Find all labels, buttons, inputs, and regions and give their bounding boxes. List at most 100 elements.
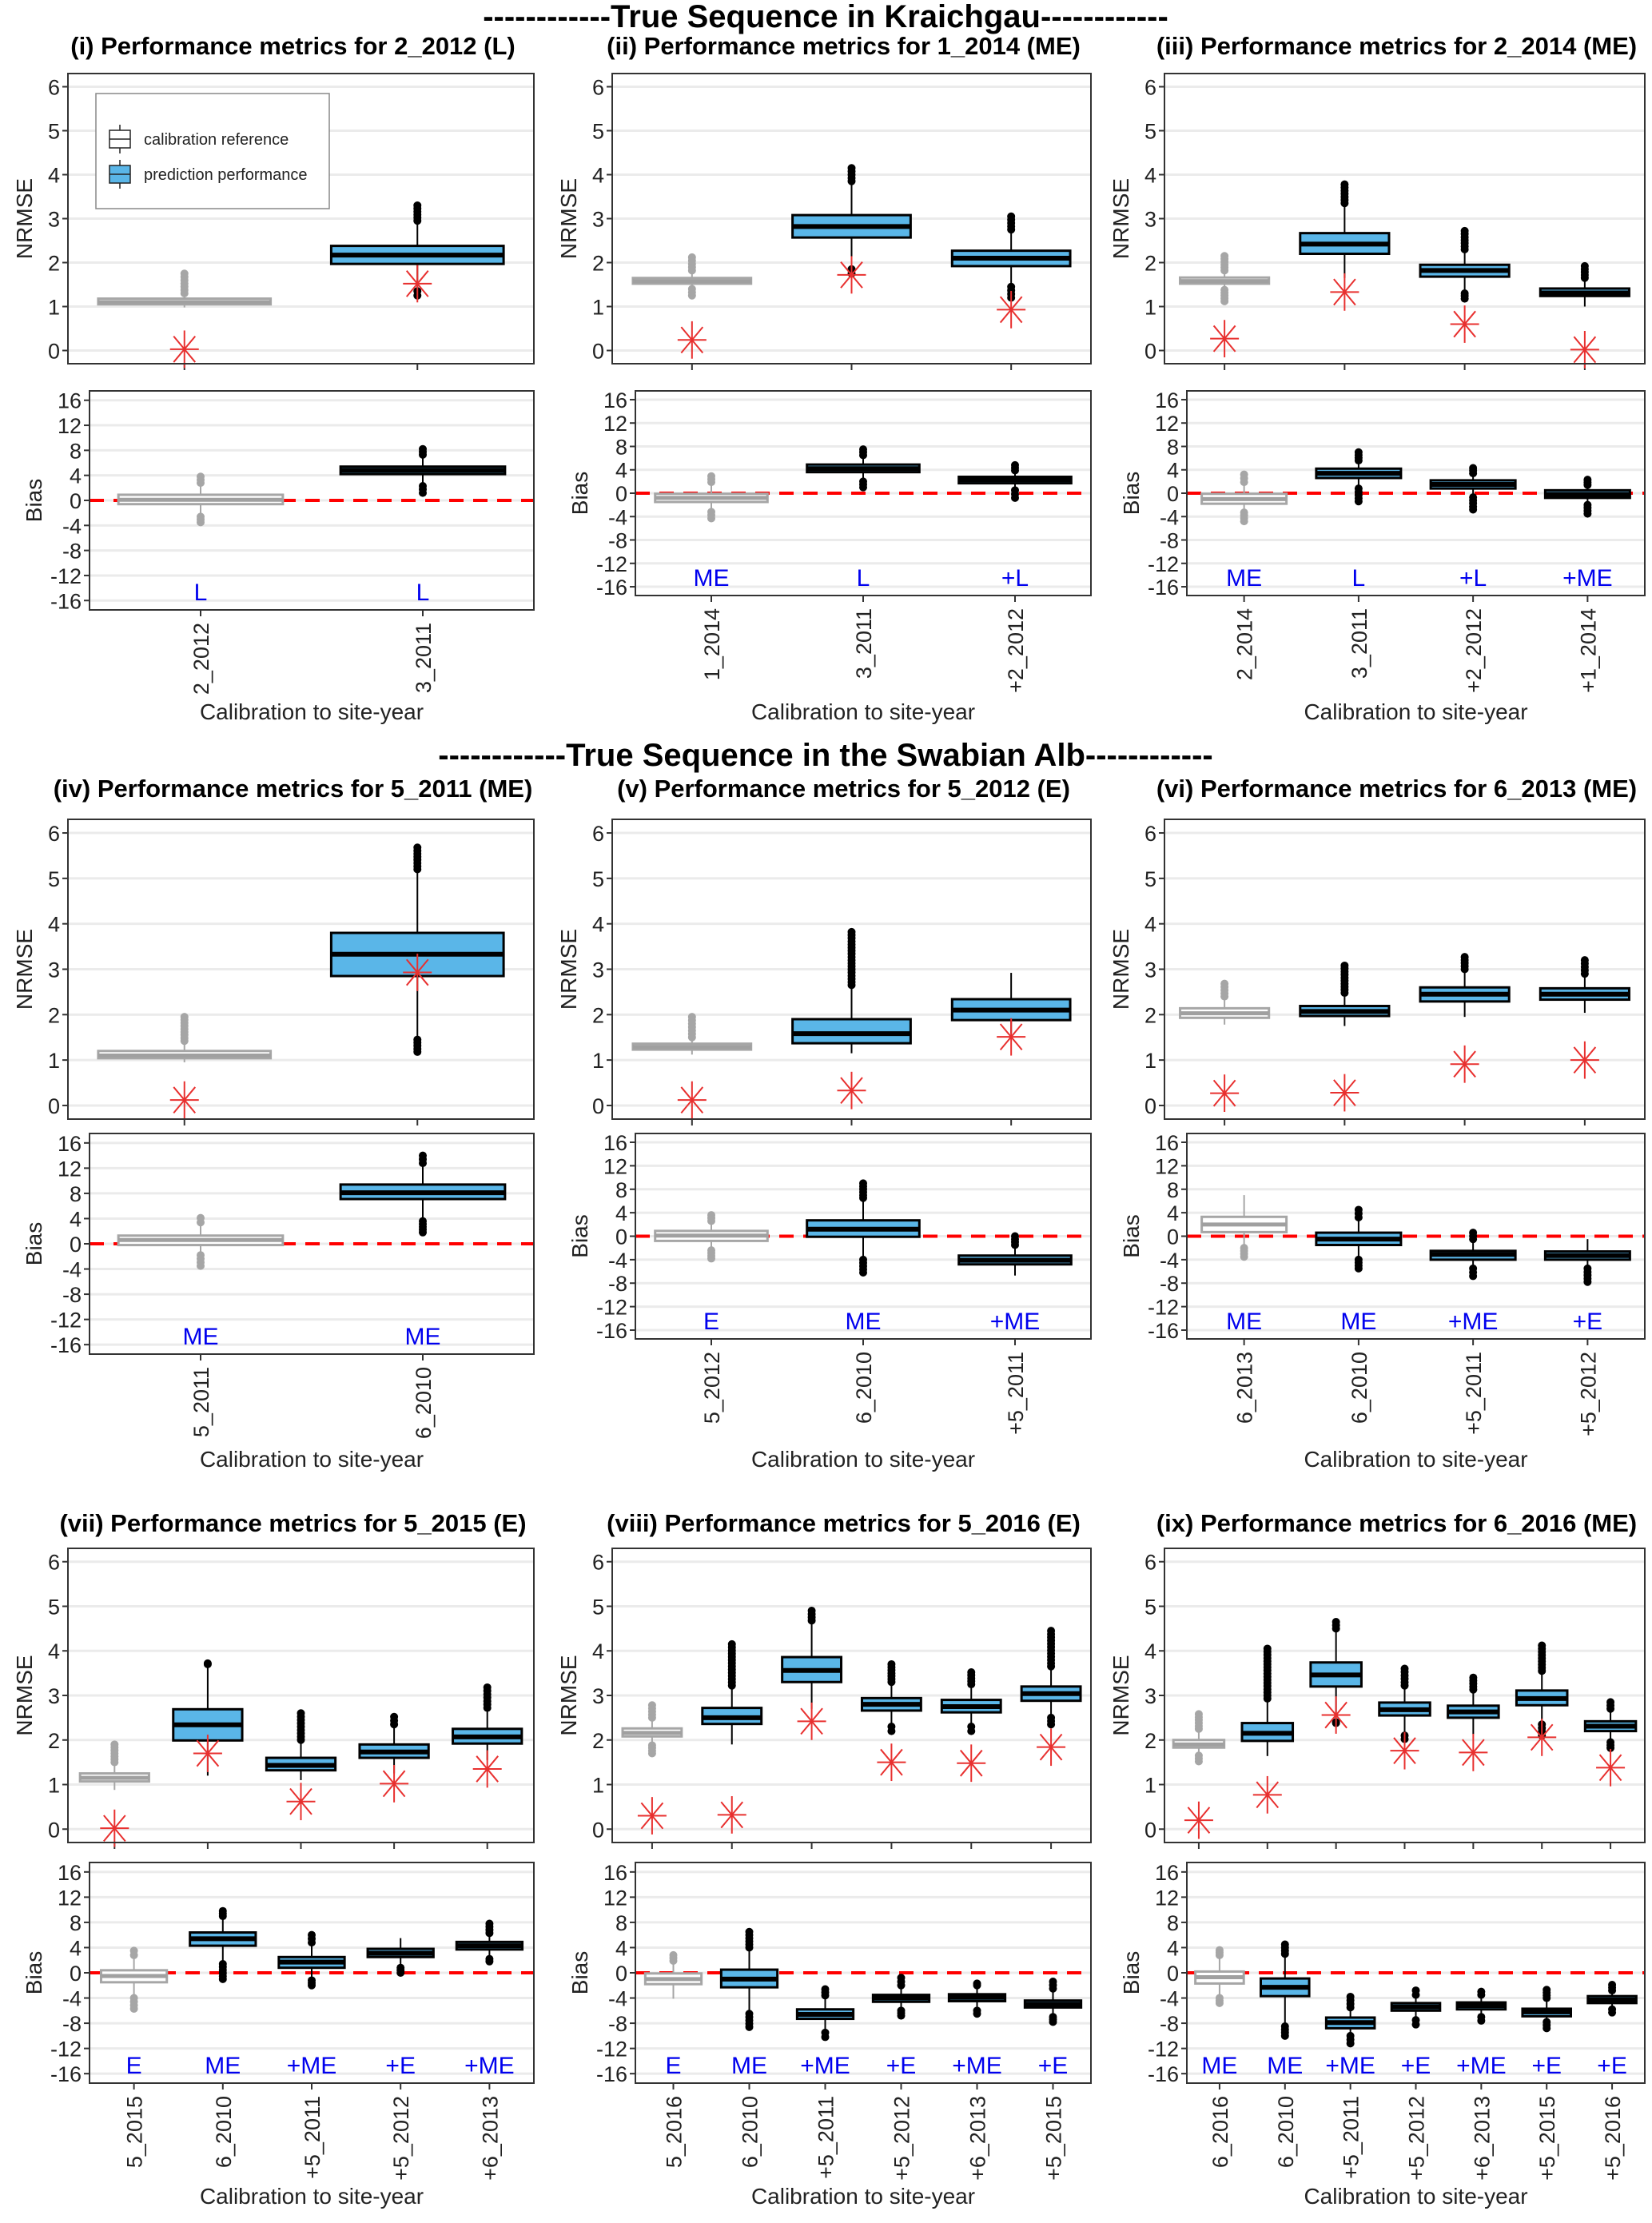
outlier-points: [707, 1246, 715, 1263]
star-stroke: [1573, 1046, 1597, 1074]
outlier-point: [687, 1033, 696, 1042]
y-tick-label: 8: [1167, 435, 1179, 459]
nrmse-subplot: 0 1 2 3 4 5 6 NRMSE: [1109, 1548, 1646, 1849]
y-tick-label: 8: [70, 439, 82, 463]
outlier-points: [967, 1723, 976, 1735]
prediction-box: [1447, 1673, 1500, 1849]
outlier-point: [1332, 1624, 1340, 1633]
star-stroke: [680, 1086, 704, 1113]
outlier-point: [1354, 1213, 1363, 1222]
x-tick-label: 5_2016: [663, 2096, 687, 2168]
observed-star-marker: [1450, 1045, 1479, 1083]
outlier-point: [1460, 294, 1469, 303]
period-label: +ME: [464, 2053, 515, 2079]
x-axis-title: Calibration to site-year: [1304, 1447, 1527, 1472]
star-stroke: [173, 1086, 197, 1113]
outlier-point: [859, 483, 867, 492]
period-label: +ME: [1448, 1309, 1499, 1335]
outlier-point: [197, 518, 205, 527]
x-axis-title: Calibration to site-year: [751, 2184, 975, 2209]
outlier-point: [1220, 266, 1229, 275]
outlier-point: [745, 2022, 754, 2031]
outlier-point: [897, 1981, 906, 1990]
outlier-points: [390, 1712, 399, 1729]
x-tick-label: +5_2012: [1405, 2096, 1429, 2181]
outlier-points: [669, 1950, 678, 1966]
y-tick-label: -4: [608, 505, 627, 529]
x-tick-label: +6_2013: [1470, 2096, 1494, 2181]
outlier-points: [308, 1930, 316, 1947]
y-tick-label: 12: [1155, 1154, 1179, 1178]
prediction-box: [1020, 1627, 1082, 1849]
y-tick-label: 5: [592, 867, 604, 891]
outlier-point: [1340, 989, 1349, 998]
legend-box: [95, 93, 330, 209]
observed-star-marker: [403, 954, 432, 991]
period-label: ME: [731, 2053, 767, 2079]
outlier-points: [129, 1946, 138, 1959]
x-tick-label: 6_2013: [1233, 1352, 1257, 1424]
outlier-points: [413, 1035, 422, 1056]
outlier-points: [859, 1179, 867, 1202]
outlier-points: [1608, 2005, 1617, 2017]
y-tick-label: -8: [1160, 529, 1179, 553]
plot-frame: [1186, 390, 1646, 596]
observed-star-marker: [1184, 1801, 1213, 1839]
plot-frame: [611, 73, 1092, 365]
plot-frame: [1164, 73, 1646, 365]
outlier-point: [669, 1957, 678, 1966]
plot-frame: [89, 1862, 535, 2084]
y-tick-label: 6: [592, 822, 604, 846]
outlier-points: [821, 2028, 830, 2042]
x-axis-title: Calibration to site-year: [1304, 699, 1527, 724]
y-tick-label: 8: [615, 1911, 627, 1935]
y-tick-label: 12: [58, 1157, 82, 1181]
x-tick-label: +5_2011: [814, 2096, 838, 2179]
observed-star-marker: [286, 1783, 316, 1821]
observed-star-marker: [637, 1797, 667, 1835]
outlier-point: [197, 1261, 205, 1270]
period-label: +E: [1573, 1309, 1603, 1335]
y-tick-label: 1: [1144, 296, 1156, 320]
y-tick-label: -12: [596, 1296, 627, 1320]
y-tick-label: -8: [62, 540, 82, 564]
x-axis-title: Calibration to site-year: [200, 2184, 424, 2209]
prediction-box: [329, 843, 505, 1125]
y-tick-label: 4: [1167, 459, 1179, 483]
outlier-points: [1007, 282, 1016, 302]
x-tick-label: +6_2013: [478, 2096, 502, 2181]
y-tick-label: 0: [1167, 482, 1179, 506]
y-tick-label: -16: [50, 2062, 82, 2086]
prediction-box: [452, 1683, 523, 1849]
y-tick-label: 1: [592, 1049, 604, 1073]
outlier-points: [1346, 2031, 1355, 2048]
period-label: ME: [1267, 2053, 1303, 2079]
y-tick-label: -4: [1160, 1987, 1179, 2011]
prediction-box: +ME: [1543, 476, 1631, 602]
observed-star-marker: [717, 1796, 746, 1834]
outlier-point: [413, 217, 422, 225]
prediction-box: [265, 1709, 337, 1849]
outlier-points: [1354, 1205, 1363, 1222]
outlier-points: [887, 1659, 896, 1687]
outlier-points: [1220, 252, 1229, 275]
period-label: L: [194, 580, 208, 606]
reference-box: [1179, 252, 1271, 370]
outlier-point: [1215, 1998, 1224, 2007]
y-tick-label: 4: [592, 913, 604, 937]
outlier-point: [419, 1159, 427, 1168]
y-tick-label: 5: [1144, 867, 1156, 891]
y-tick-label: 1: [592, 1774, 604, 1798]
y-tick-label: 8: [70, 1911, 82, 1935]
period-label: E: [665, 2053, 681, 2079]
observed-star-marker: [797, 1702, 826, 1740]
prediction-box: +ME: [1429, 1229, 1517, 1345]
y-tick-label: 0: [1167, 1962, 1179, 1986]
y-axis-title: Bias: [1119, 1951, 1144, 1994]
outlier-point: [1608, 1986, 1617, 1995]
y-tick-label: 0: [70, 1962, 82, 1986]
x-tick-label: +5_2012: [389, 2096, 413, 2181]
outlier-points: [1332, 1618, 1340, 1633]
outlier-point: [1007, 225, 1016, 234]
